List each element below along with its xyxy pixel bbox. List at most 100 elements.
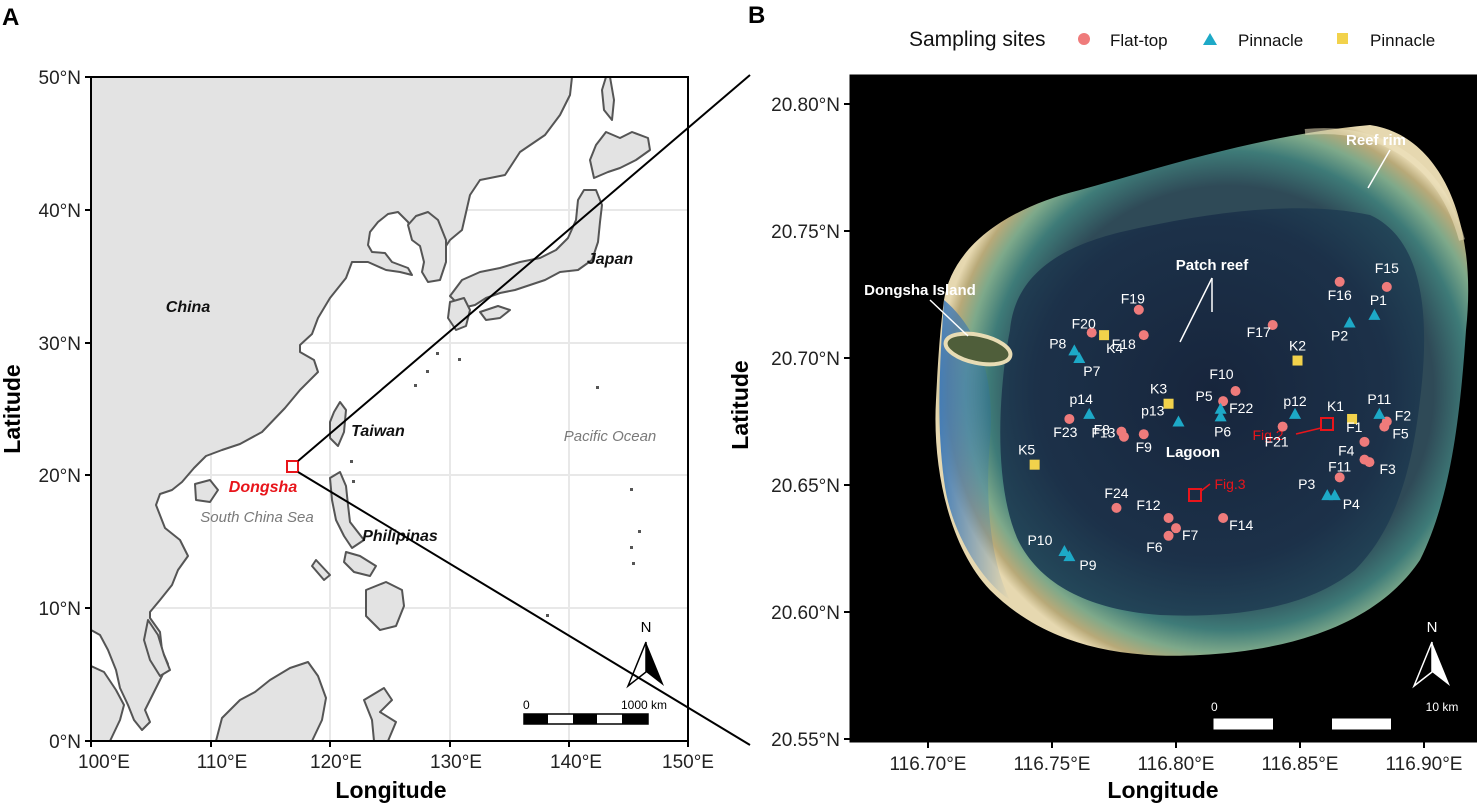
site-label-f19: F19 [1121,291,1145,307]
site-marker-k4 [1099,330,1110,341]
malay-peninsula [143,619,171,677]
site-marker-p14 [1083,407,1096,419]
panel-b-frame [849,74,1477,743]
panel-a-ticks [85,76,689,747]
site-marker-p4 [1328,489,1341,501]
site-marker-f13 [1116,426,1127,437]
a-xtick-140: 140°E [550,752,602,773]
panel-connector-lines [297,74,751,746]
b-scale-start: 0 [1211,700,1218,714]
site-marker-k1 [1347,413,1358,424]
panel-b-label: B [748,2,765,29]
legend-label-flat-top: Flat-top [1110,31,1168,50]
site-label-f15: F15 [1375,260,1399,276]
legend-square-marker [1337,33,1348,44]
site-marker-k2 [1292,355,1303,366]
label-fig3: Fig.3 [1214,476,1245,492]
label-dongsha: Dongsha [229,479,298,496]
site-label-f22: F22 [1229,400,1253,416]
site-label-f20: F20 [1072,316,1096,332]
site-label-p12: p12 [1283,393,1307,409]
a-xtick-120: 120°E [310,752,362,773]
a-ytick-0: 0°N [49,732,81,753]
site-label-p14: p14 [1070,391,1094,407]
panel-b-north-arrow-icon: N [1412,619,1450,689]
dongsha-island-shape [943,331,1013,367]
site-marker-f19 [1133,304,1144,315]
site-marker-f17 [1267,319,1278,330]
site-label-p8: P8 [1049,335,1066,351]
site-marker-p10 [1058,545,1071,557]
b-xtick-11690: 116.90°E [1386,754,1463,775]
label-south-china-sea: South China Sea [200,509,313,526]
b-y-axis-label: Latitude [727,360,753,449]
site-marker-p1 [1368,308,1381,320]
label-pacific-ocean: Pacific Ocean [564,428,657,445]
japan-kyushu [447,297,471,331]
japan-shikoku [479,305,511,321]
site-marker-p13 [1172,415,1185,427]
site-marker-f10 [1230,386,1241,397]
site-label-f5: F5 [1392,426,1409,442]
mindanao [365,581,405,631]
site-marker-f24 [1111,502,1122,513]
label-reef-rim: Reef rim [1346,132,1406,149]
panel-a-label: A [2,4,19,31]
site-label-p2: P2 [1331,327,1348,343]
site-label-p5: P5 [1196,388,1213,404]
atoll-imagery [935,125,1469,656]
site-marker-f18 [1138,330,1149,341]
site-label-f24: F24 [1104,485,1128,501]
site-marker-f4 [1359,454,1370,465]
b-xtick-11675: 116.75°E [1014,754,1091,775]
b-scale-end: 10 km [1426,700,1459,714]
site-marker-p5 [1214,402,1227,414]
a-ytick-20: 20°N [39,466,81,487]
label-lagoon: Lagoon [1166,444,1220,461]
site-label-k5: K5 [1018,442,1035,458]
label-fig2: Fig.2 [1252,427,1283,443]
b-xtick-11670: 116.70°E [890,754,967,775]
label-philipinas: Philipinas [362,528,438,545]
a-ytick-40: 40°N [39,201,81,222]
site-marker-p8 [1068,344,1081,356]
site-label-k1: K1 [1327,398,1344,414]
panel-b-north-letter: N [1427,619,1438,636]
a-ytick-30: 30°N [39,334,81,355]
site-label-f2: F2 [1395,408,1412,424]
b-xtick-11680: 116.80°E [1138,754,1215,775]
site-label-f13: F13 [1091,425,1115,441]
site-marker-f11 [1334,472,1345,483]
b-ytick-2075: 20.75°N [771,222,840,243]
luzon [329,471,365,549]
atoll-lagoon [1000,208,1425,616]
b-ytick-2055: 20.55°N [771,730,840,751]
site-label-f23: F23 [1053,424,1077,440]
borneo [215,661,327,741]
hainan [194,479,219,503]
a-scale-start: 0 [523,698,530,712]
site-label-f14: F14 [1229,517,1253,533]
panel-b-legend: Sampling sites Flat-top Pinnacle Pinnacl… [909,28,1435,51]
site-label-f3: F3 [1379,461,1396,477]
b-ytick-2065: 20.65°N [771,476,840,497]
a-xtick-130: 130°E [430,752,482,773]
site-label-f12: F12 [1136,497,1160,513]
a-ytick-50: 50°N [39,68,81,89]
site-label-p3: P3 [1298,476,1315,492]
site-marker-f20 [1086,327,1097,338]
legend-circle-marker [1078,33,1090,45]
site-marker-p11 [1373,407,1386,419]
sampling-site-labels: F1 F2 F3 F4 F5 F6 F7 F8 F9 F10 F11 F12 F13 F14 F15 F16 F… [1018,260,1411,573]
site-label-k2: K2 [1289,338,1306,354]
site-label-k4: K4 [1106,340,1123,356]
site-marker-f16 [1334,276,1345,287]
site-label-p6: P6 [1214,423,1231,439]
site-label-p7: P7 [1083,363,1100,379]
site-label-p9: P9 [1079,557,1096,573]
b-ytick-2080: 20.80°N [771,95,840,116]
feature-leader-lines [929,149,1391,343]
site-marker-f23 [1064,413,1075,424]
site-label-p11: P11 [1367,391,1391,407]
